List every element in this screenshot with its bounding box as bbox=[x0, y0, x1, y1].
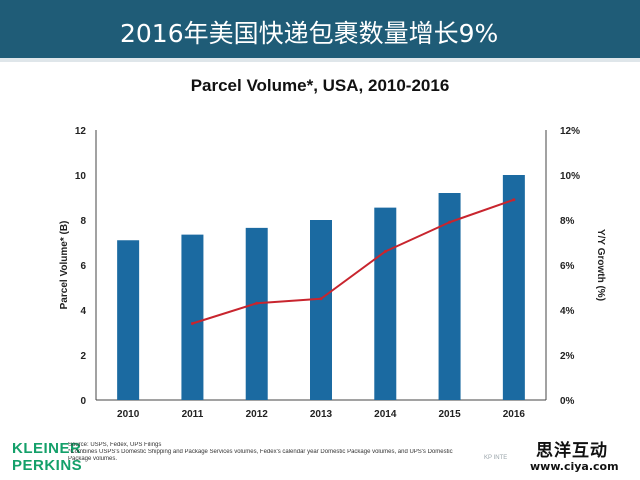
y2-tick-label: 12% bbox=[560, 126, 580, 137]
x-tick-label: 2014 bbox=[374, 409, 397, 420]
y2-tick-label: 8% bbox=[560, 216, 575, 227]
y-tick-label: 6 bbox=[80, 261, 86, 272]
footnote-line2: Package volumes. bbox=[68, 456, 118, 462]
growth-point bbox=[448, 220, 452, 224]
x-tick-label: 2013 bbox=[310, 409, 333, 420]
watermark-chinese: 思洋互动 bbox=[536, 441, 608, 461]
bar bbox=[117, 240, 140, 400]
parcel-volume-chart: 0 2 4 6 8 10 12 0% 2% 4% 6% 8% 10% 12% Parcel Volume* … bbox=[59, 126, 606, 420]
bar bbox=[374, 207, 397, 400]
y-axis-label: Parcel Volume* (B) bbox=[59, 221, 70, 310]
footnote-line1: *Combines USPS's Domestic Shipping and P… bbox=[68, 449, 453, 455]
footer: KLEINER PERKINS Source: USPS, Fedex, UPS… bbox=[0, 430, 640, 480]
growth-point bbox=[190, 322, 194, 325]
source-notes: Source: USPS, Fedex, UPS Filings *Combin… bbox=[68, 442, 478, 463]
x-tick-label: 2012 bbox=[246, 409, 269, 420]
x-tick-label: 2016 bbox=[503, 409, 526, 420]
y-tick-label: 8 bbox=[80, 216, 86, 227]
kleiner-perkins-logo-line1: KLEINER bbox=[12, 440, 82, 457]
bar bbox=[310, 220, 332, 400]
y-tick-label: 12 bbox=[75, 126, 87, 137]
y2-axis-label: Y/Y Growth (%) bbox=[595, 229, 606, 301]
x-tick-label: 2011 bbox=[182, 409, 204, 420]
growth-point bbox=[319, 297, 323, 301]
bar bbox=[502, 175, 525, 400]
y2-tick-label: 2% bbox=[560, 351, 575, 362]
y2-tick-label: 6% bbox=[560, 261, 575, 272]
y-tick-label: 4 bbox=[80, 306, 86, 317]
growth-point bbox=[255, 301, 259, 305]
y-tick-label: 2 bbox=[80, 351, 86, 362]
y2-tick-label: 0% bbox=[560, 396, 575, 407]
chart-title: Parcel Volume*, USA, 2010-2016 bbox=[190, 76, 450, 95]
growth-point bbox=[512, 198, 516, 202]
title-banner: 2016年美国快递包裹数量增长9% bbox=[0, 0, 640, 62]
source-text: Source: USPS, Fedex, UPS Filings bbox=[68, 442, 162, 448]
bar bbox=[438, 193, 461, 400]
bar bbox=[245, 227, 268, 400]
y-tick-label: 10 bbox=[75, 171, 87, 182]
y-tick-label: 0 bbox=[80, 396, 86, 407]
growth-point bbox=[383, 250, 387, 253]
page-title: 2016年美国快递包裹数量增长9% bbox=[120, 19, 499, 48]
x-tick-label: 2015 bbox=[438, 409, 461, 420]
y2-tick-label: 4% bbox=[560, 306, 575, 317]
x-tick-label: 2010 bbox=[117, 409, 140, 420]
kleiner-perkins-logo-line2: PERKINS bbox=[12, 457, 83, 474]
watermark-url: www.ciya.com bbox=[530, 460, 619, 473]
page-reference: KP INTE bbox=[484, 455, 508, 461]
bar bbox=[181, 234, 204, 400]
y2-tick-label: 10% bbox=[560, 171, 580, 182]
growth-line bbox=[192, 198, 515, 325]
